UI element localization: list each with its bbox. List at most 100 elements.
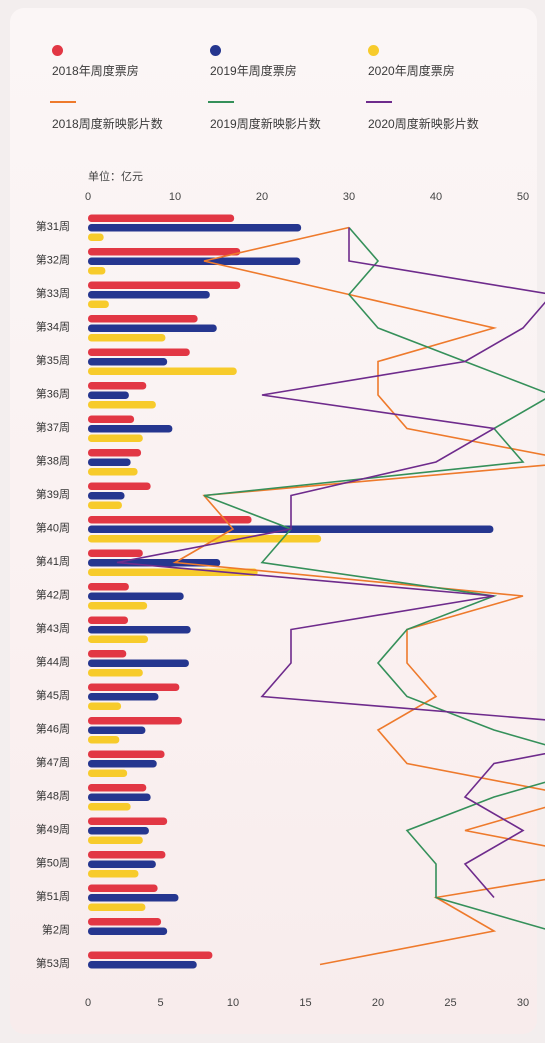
- line-series-3: [116, 227, 545, 899]
- bar-1-13: [88, 616, 129, 624]
- legend-dot-icon: [210, 45, 221, 56]
- bar-3-9: [88, 501, 122, 509]
- legend-label: 2018年周度票房: [52, 64, 139, 78]
- bar-3-14: [88, 669, 143, 677]
- bar-1-15: [88, 683, 180, 691]
- bar-1-3: [88, 281, 241, 289]
- bar-1-8: [88, 449, 142, 457]
- bar-1-2: [88, 248, 241, 256]
- bottom-tick-label: 15: [299, 997, 311, 1009]
- bar-3-18: [88, 803, 131, 811]
- legend-dot-icon: [368, 45, 379, 56]
- category-label: 第32周: [36, 253, 70, 267]
- bar-3-8: [88, 468, 138, 476]
- bar-2-2: [88, 257, 301, 265]
- bar-2-18: [88, 793, 151, 801]
- category-label: 第35周: [36, 353, 70, 367]
- bottom-tick-label: 5: [157, 997, 163, 1009]
- bar-1-7: [88, 415, 135, 423]
- bar-1-19: [88, 817, 168, 825]
- legend-label: 2018周度新映影片数: [52, 117, 163, 131]
- bar-2-7: [88, 425, 173, 433]
- bottom-tick-label: 25: [444, 997, 456, 1009]
- bar-1-5: [88, 348, 190, 356]
- bar-1-20: [88, 851, 166, 859]
- bar-1-11: [88, 549, 143, 557]
- category-label: 第46周: [36, 722, 70, 736]
- bar-3-15: [88, 702, 122, 710]
- bar-3-1: [88, 233, 104, 241]
- category-label: 第31周: [36, 219, 70, 233]
- category-label: 第50周: [36, 856, 70, 870]
- category-label: 第53周: [36, 956, 70, 970]
- bar-3-7: [88, 434, 143, 442]
- category-label: 第44周: [36, 655, 70, 669]
- bar-2-16: [88, 726, 146, 734]
- legend-label: 2020年周度票房: [368, 64, 455, 78]
- category-label: 第39周: [36, 487, 70, 501]
- bar-2-12: [88, 592, 184, 600]
- bar-2-19: [88, 827, 149, 835]
- category-label: 第49周: [36, 822, 70, 836]
- top-tick-label: 10: [169, 191, 181, 203]
- bar-1-21: [88, 884, 158, 892]
- bar-3-4: [88, 334, 166, 342]
- line-series-2: [203, 226, 545, 930]
- bar-3-17: [88, 769, 128, 777]
- bar-3-10: [88, 535, 322, 543]
- category-label: 第42周: [36, 588, 70, 602]
- bar-1-16: [88, 717, 182, 725]
- legend-label: 2019年周度票房: [210, 64, 297, 78]
- category-label: 第40周: [36, 521, 70, 535]
- bar-3-16: [88, 736, 120, 744]
- bottom-tick-label: 20: [372, 997, 384, 1009]
- bar-3-12: [88, 602, 148, 610]
- bar-2-14: [88, 659, 189, 667]
- bar-2-3: [88, 291, 210, 299]
- bar-1-18: [88, 784, 147, 792]
- bar-2-4: [88, 324, 217, 332]
- bar-1-10: [88, 516, 252, 524]
- category-label: 第33周: [36, 286, 70, 300]
- category-label: 第34周: [36, 320, 70, 334]
- category-label: 第45周: [36, 688, 70, 702]
- bar-2-20: [88, 860, 156, 868]
- bar-1-23: [88, 951, 213, 959]
- bar-1-1: [88, 214, 235, 222]
- bar-2-17: [88, 760, 157, 768]
- bar-1-6: [88, 382, 147, 390]
- legend-label: 2020周度新映影片数: [368, 117, 479, 131]
- top-tick-label: 30: [343, 191, 355, 203]
- bar-3-20: [88, 870, 139, 878]
- line-series-1: [172, 226, 545, 966]
- legend-line-icon: [50, 101, 76, 103]
- bar-1-9: [88, 482, 151, 490]
- bottom-tick-label: 10: [227, 997, 239, 1009]
- bar-1-17: [88, 750, 165, 758]
- bar-2-6: [88, 391, 129, 399]
- bar-2-23: [88, 961, 197, 969]
- legend-line-icon: [208, 101, 234, 103]
- bar-2-5: [88, 358, 168, 366]
- bar-3-13: [88, 635, 149, 643]
- bar-3-3: [88, 300, 109, 308]
- category-label: 第41周: [36, 554, 70, 568]
- category-label: 第47周: [36, 755, 70, 769]
- legend-label: 2019周度新映影片数: [210, 117, 321, 131]
- bar-3-5: [88, 367, 237, 375]
- bar-3-19: [88, 836, 143, 844]
- bar-2-22: [88, 927, 168, 935]
- bottom-tick-label: 0: [85, 997, 91, 1009]
- bar-3-11: [88, 568, 258, 576]
- bar-2-8: [88, 458, 131, 466]
- bottom-tick-label: 30: [517, 997, 529, 1009]
- bar-2-9: [88, 492, 125, 500]
- top-tick-label: 40: [430, 191, 442, 203]
- bar-1-4: [88, 315, 198, 323]
- bar-2-1: [88, 224, 302, 232]
- top-tick-label: 50: [517, 191, 529, 203]
- category-label: 第37周: [36, 420, 70, 434]
- top-tick-label: 20: [256, 191, 268, 203]
- legend-dot-icon: [52, 45, 63, 56]
